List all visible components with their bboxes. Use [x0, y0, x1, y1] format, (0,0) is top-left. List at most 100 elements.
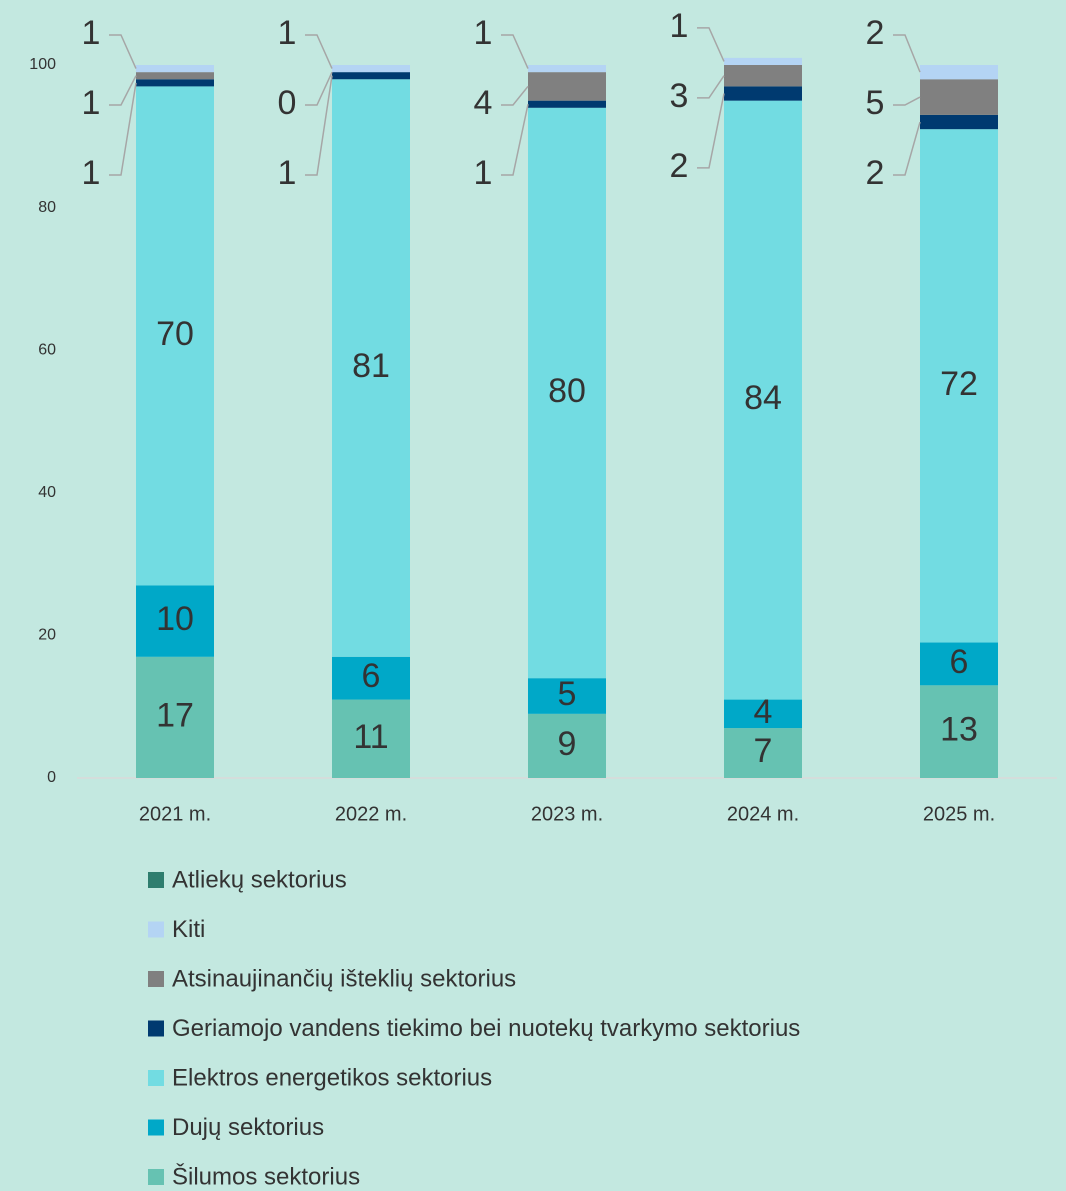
legend-swatch [148, 1119, 164, 1136]
data-label: 2 [670, 147, 689, 185]
data-label: 1 [670, 7, 689, 45]
data-label: 10 [156, 600, 194, 638]
data-label: 5 [558, 675, 577, 713]
y-tick-label: 100 [29, 56, 56, 73]
data-label: 5 [866, 84, 885, 122]
legend-swatch [148, 921, 164, 938]
data-label: 84 [744, 379, 782, 417]
data-label: 80 [548, 372, 586, 410]
legend-label: Atliekų sektorius [172, 866, 347, 893]
leader-line [501, 85, 529, 106]
leader-line [893, 121, 921, 176]
x-tick-label: 2023 m. [531, 803, 603, 825]
data-label: 0 [278, 84, 297, 122]
y-tick-label: 80 [38, 199, 56, 216]
leader-line [109, 34, 137, 69]
bar-segment [528, 713, 606, 778]
bar-segment [136, 79, 214, 87]
data-label: 13 [940, 711, 978, 749]
data-label: 6 [362, 657, 381, 695]
data-label: 7 [754, 732, 773, 770]
bar-segment [528, 107, 606, 679]
bar-segment [136, 86, 214, 586]
data-label: 72 [940, 365, 978, 403]
legend-label: Kiti [172, 916, 205, 943]
data-label: 1 [474, 154, 493, 192]
bar-segment [136, 72, 214, 80]
bar-segment [724, 65, 802, 87]
bar-segment [920, 65, 998, 80]
data-label: 4 [474, 84, 493, 122]
legend-swatch [148, 1020, 164, 1037]
y-tick-label: 40 [38, 484, 56, 501]
bar-segment [724, 86, 802, 101]
data-label: 1 [82, 154, 101, 192]
leader-line [893, 34, 921, 73]
legend-label: Atsinaujinančių išteklių sektorius [172, 965, 516, 992]
bar-segment [528, 100, 606, 108]
bar-segment [724, 100, 802, 700]
legend-label: Elektros energetikos sektorius [172, 1064, 492, 1091]
bar-segment [724, 57, 802, 65]
bar-segment [332, 656, 410, 700]
leader-line [109, 82, 137, 176]
bar-segment [724, 728, 802, 778]
y-tick-label: 60 [38, 341, 56, 358]
data-label: 81 [352, 347, 390, 385]
data-label: 6 [950, 643, 969, 681]
leader-line [109, 75, 137, 106]
bar-segment [332, 72, 410, 80]
data-label: 1 [474, 14, 493, 52]
bar-segment [920, 129, 998, 643]
x-tick-label: 2024 m. [727, 803, 799, 825]
data-label: 2 [866, 154, 885, 192]
data-label: 1 [82, 84, 101, 122]
y-tick-label: 0 [47, 769, 56, 786]
bar-segment [136, 656, 214, 778]
data-label: 70 [156, 315, 194, 353]
bar-segment [332, 79, 410, 657]
legend-label: Geriamojo vandens tiekimo bei nuotekų tv… [172, 1015, 800, 1042]
leader-line [697, 93, 725, 169]
bar-segment [136, 585, 214, 657]
bar-segment [528, 678, 606, 714]
data-label: 1 [278, 154, 297, 192]
bar-segment [136, 65, 214, 73]
bar-segment [920, 79, 998, 115]
leader-line [501, 34, 529, 69]
legend-swatch [148, 1169, 164, 1185]
x-tick-label: 2025 m. [923, 803, 995, 825]
leader-line [305, 71, 333, 106]
legend-swatch [148, 1070, 164, 1086]
data-label: 11 [353, 718, 388, 756]
legend-swatch [148, 971, 164, 987]
leader-line [305, 34, 333, 69]
legend-label: Dujų sektorius [172, 1114, 324, 1141]
bar-segment [528, 72, 606, 101]
leader-line [501, 104, 529, 176]
bar-segment [920, 685, 998, 778]
data-label: 3 [670, 77, 689, 115]
bar-segment [920, 114, 998, 130]
data-label: 1 [82, 14, 101, 52]
x-tick-label: 2021 m. [139, 803, 211, 825]
legend-swatch [148, 872, 164, 888]
leader-line [305, 75, 333, 176]
data-label: 17 [156, 696, 194, 734]
bar-segment [920, 642, 998, 686]
bar-segment [332, 65, 410, 73]
data-label: 2 [866, 14, 885, 52]
data-label: 9 [558, 725, 577, 763]
leader-line [697, 27, 725, 62]
leader-line [697, 75, 725, 99]
legend-label: Šilumos sektorius [172, 1162, 360, 1190]
bar-segment [724, 699, 802, 729]
x-tick-label: 2022 m. [335, 803, 407, 825]
y-tick-label: 20 [38, 627, 56, 644]
bar-segment [332, 699, 410, 778]
bar-segment [528, 65, 606, 73]
leader-line [893, 96, 921, 106]
data-label: 4 [754, 693, 773, 731]
data-label: 1 [278, 14, 297, 52]
